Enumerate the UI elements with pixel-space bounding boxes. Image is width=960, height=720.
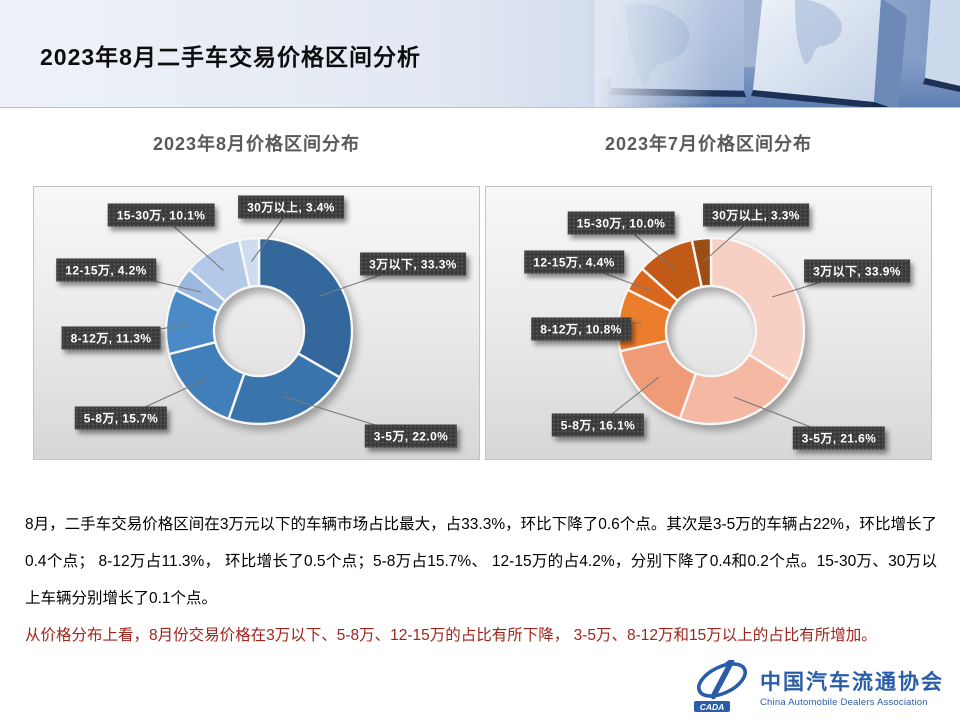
- logo-name-chinese: 中国汽车流通协会: [760, 671, 944, 694]
- slice-label: 5-8万, 15.7%: [74, 406, 168, 430]
- chart-labels-august: 3万以下, 33.3% 3-5万, 22.0% 5-8万, 15.7% 8-12万, …: [34, 187, 479, 459]
- paragraph-1: 8月，二手车交易价格区间在3万元以下的车辆市场占比最大，占33.3%，环比下降了…: [25, 516, 937, 607]
- chart-block-august: 2023年8月价格区间分布 3万以下, 33.3% 3-5万, 22.0% 5-8万…: [33, 130, 480, 460]
- logo: CADA 中国汽车流通协会 China Automobile Dealers A…: [688, 660, 944, 714]
- paragraph-2: 从价格分布上看，8月份交易价格在3万以下、5-8万、12-15万的占比有所下降，…: [25, 627, 877, 644]
- cubes-decoration-image: [595, 0, 960, 107]
- chart-block-july: 2023年7月价格区间分布 3万以下, 33.9% 3-5万, 21.6% 5-8万…: [485, 130, 932, 460]
- donut-slice-3-5万: [678, 353, 792, 426]
- logo-text: 中国汽车流通协会 China Automobile Dealers Associ…: [760, 666, 944, 708]
- slice-label: 3万以下, 33.3%: [360, 252, 466, 276]
- slice-label: 12-15万, 4.2%: [56, 258, 156, 282]
- header: 2023年8月二手车交易价格区间分析: [0, 0, 960, 108]
- slice-label: 12-15万, 4.4%: [524, 250, 624, 274]
- slice-label: 3-5万, 22.0%: [364, 424, 458, 448]
- slice-label: 8-12万, 10.8%: [531, 317, 631, 341]
- slice-label: 3万以下, 33.9%: [804, 259, 910, 283]
- body-text: 8月，二手车交易价格区间在3万元以下的车辆市场占比最大，占33.3%，环比下降了…: [25, 506, 937, 654]
- svg-text:CADA: CADA: [700, 702, 725, 712]
- donut-slice-30万以上: [690, 236, 713, 289]
- chart-panel-august: 3万以下, 33.3% 3-5万, 22.0% 5-8万, 15.7% 8-12万, …: [33, 186, 480, 460]
- chart-title-august: 2023年8月价格区间分布: [152, 134, 361, 154]
- slice-label: 30万以上, 3.3%: [703, 203, 809, 227]
- donut-slice-3万以下: [257, 236, 354, 379]
- chart-title-july: 2023年7月价格区间分布: [604, 134, 813, 154]
- slice-label: 5-8万, 16.1%: [551, 413, 645, 437]
- chart-panel-july: 3万以下, 33.9% 3-5万, 21.6% 5-8万, 16.1% 8-12万, …: [485, 186, 932, 460]
- slice-label: 30万以上, 3.4%: [238, 195, 344, 219]
- page-title: 2023年8月二手车交易价格区间分析: [40, 44, 421, 70]
- donut-chart-august: [105, 206, 414, 437]
- cada-logo-icon: CADA: [694, 660, 747, 712]
- slice-label: 3-5万, 21.6%: [792, 426, 886, 450]
- logo-name-english: China Automobile Dealers Association: [760, 697, 928, 708]
- slice-label: 15-30万, 10.0%: [567, 211, 675, 235]
- donut-chart-july: [573, 214, 858, 439]
- slice-label: 15-30万, 10.1%: [107, 203, 215, 227]
- slice-label: 8-12万, 11.3%: [61, 326, 161, 350]
- donut-slice-3万以下: [709, 236, 806, 382]
- donut-slice-30万以上: [238, 236, 261, 289]
- chart-labels-july: 3万以下, 33.9% 3-5万, 21.6% 5-8万, 16.1% 8-12万, …: [486, 187, 931, 459]
